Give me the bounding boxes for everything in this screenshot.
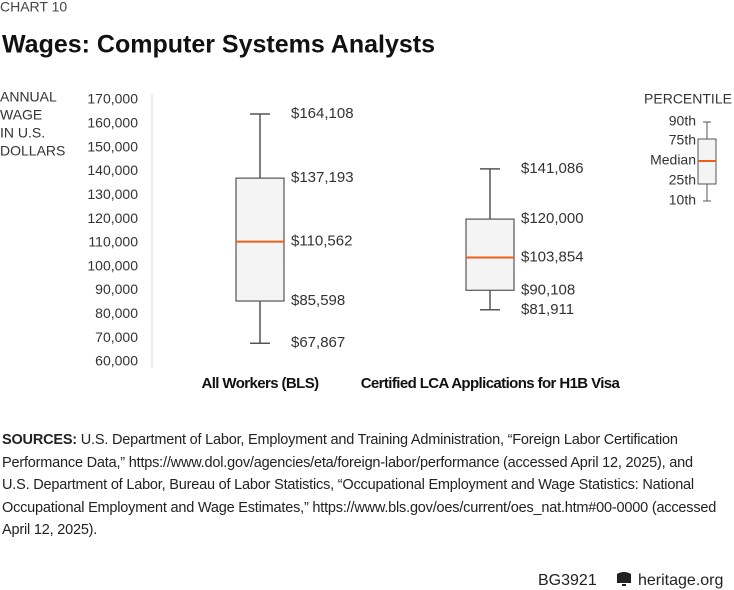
y-tick-label: 160,000 [87, 115, 138, 131]
y-tick-label: 100,000 [87, 257, 138, 273]
y-tick-label: 120,000 [87, 210, 138, 226]
value-label: $81,911 [521, 301, 574, 318]
y-tick-label: 90,000 [95, 281, 138, 297]
y-tick-label: 130,000 [87, 186, 138, 202]
legend-label: 75th [669, 132, 696, 148]
y-tick-label: 110,000 [88, 234, 138, 250]
value-label: $67,867 [291, 334, 345, 351]
sources-label: SOURCES: [2, 432, 77, 448]
sources-text: U.S. Department of Labor, Employment and… [2, 432, 717, 538]
y-axis-label: ANNUAL [0, 89, 57, 105]
value-label: $90,108 [521, 281, 575, 298]
y-axis-label: WAGE [0, 107, 42, 123]
x-tick-label: Certified LCA Applications for H1B Visa [361, 375, 621, 392]
sources: SOURCES: U.S. Department of Labor, Emplo… [2, 429, 717, 542]
value-label: $141,086 [521, 160, 584, 177]
value-label: $164,108 [291, 105, 354, 122]
legend-title: PERCENTILE [644, 91, 732, 107]
value-label: $85,598 [291, 292, 345, 309]
y-tick-label: 70,000 [95, 329, 138, 345]
legend-label: 90th [669, 113, 696, 129]
y-tick-label: 60,000 [95, 353, 138, 369]
y-tick-label: 170,000 [87, 91, 138, 107]
y-tick-label: 150,000 [87, 138, 138, 154]
x-tick-label: All Workers (BLS) [201, 375, 319, 392]
y-tick-label: 80,000 [95, 305, 138, 321]
footer-site: heritage.org [638, 572, 723, 589]
y-axis-label: IN U.S. [0, 125, 45, 141]
chart-label: CHART 10 [0, 0, 67, 15]
bell-icon [617, 572, 631, 586]
legend-label: 25th [669, 172, 696, 188]
value-label: $110,562 [291, 233, 352, 250]
footer-code: BG3921 [538, 572, 597, 589]
legend-box [697, 121, 717, 202]
box [465, 218, 515, 291]
y-tick-label: 140,000 [87, 162, 138, 178]
legend-label: Median [650, 152, 696, 168]
legend-label: 10th [669, 192, 696, 208]
value-label: $120,000 [521, 210, 584, 227]
value-label: $103,854 [521, 249, 584, 266]
value-label: $137,193 [291, 169, 354, 186]
chart-title: Wages: Computer Systems Analysts [2, 31, 435, 59]
y-axis-label: DOLLARS [0, 143, 65, 159]
box [235, 177, 285, 302]
